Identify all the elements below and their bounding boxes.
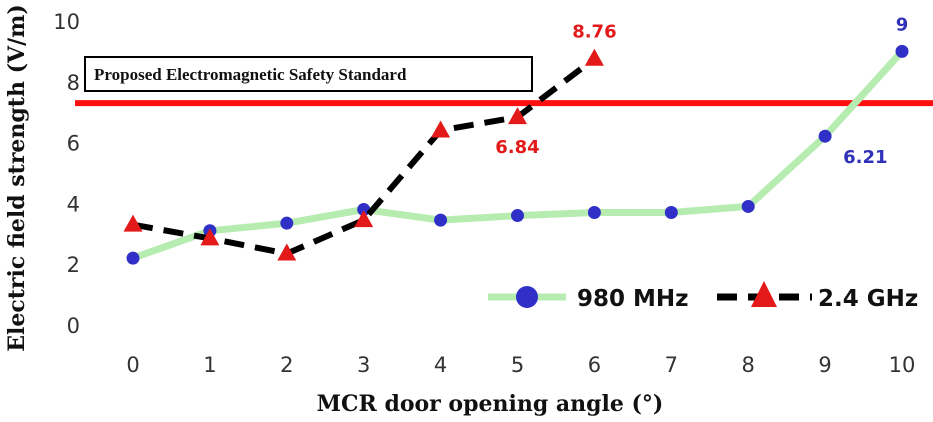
x-tick-label: 5 xyxy=(511,353,524,377)
y-axis-title: Electric field strength (V/m) xyxy=(4,4,30,352)
y-tick-label: 6 xyxy=(67,132,80,156)
x-tick-label: 1 xyxy=(203,353,216,377)
series-24ghz-point xyxy=(431,120,451,138)
legend-24ghz-label: 2.4 GHz xyxy=(818,286,918,312)
series-980mhz-point xyxy=(895,44,909,58)
y-tick-label: 10 xyxy=(53,10,80,34)
series-24ghz-point xyxy=(354,210,374,228)
y-tick-label: 2 xyxy=(67,253,80,277)
series-980mhz-point xyxy=(126,251,140,265)
x-tick-label: 10 xyxy=(889,353,916,377)
y-axis-ticks: 0 2 4 6 8 10 xyxy=(53,10,80,338)
series-24ghz-data-label: 6.84 xyxy=(495,137,539,158)
series-layer xyxy=(123,44,909,265)
series-24ghz-point xyxy=(277,243,297,261)
x-tick-label: 4 xyxy=(434,353,447,377)
series-24ghz-point xyxy=(200,228,220,246)
data-labels: 6.21 9 6.84 8.76 xyxy=(495,14,908,168)
series-980mhz-point xyxy=(741,199,755,213)
series-980mhz-point xyxy=(664,206,678,220)
reference-line: Proposed Electromagnetic Safety Standard xyxy=(75,56,933,107)
series-980mhz-data-label: 9 xyxy=(896,14,909,35)
series-980mhz-data-label: 6.21 xyxy=(843,147,887,168)
series-24ghz-point xyxy=(123,214,143,232)
series-24ghz-point xyxy=(584,48,604,66)
y-tick-label: 8 xyxy=(67,71,80,95)
x-tick-label: 2 xyxy=(280,353,293,377)
series-980mhz-point xyxy=(280,216,294,230)
legend: 980 MHz 2.4 GHz xyxy=(488,281,918,312)
series-980mhz-point xyxy=(434,213,448,227)
series-24ghz-data-label: 8.76 xyxy=(572,22,616,43)
legend-24ghz-marker xyxy=(751,281,777,307)
legend-980mhz-label: 980 MHz xyxy=(577,286,689,312)
series-24ghz-point xyxy=(508,107,527,125)
x-tick-label: 6 xyxy=(588,353,601,377)
series-980mhz-point xyxy=(818,129,832,143)
y-tick-label: 4 xyxy=(67,192,80,216)
x-tick-label: 0 xyxy=(126,353,139,377)
x-tick-label: 9 xyxy=(818,353,831,377)
legend-980mhz-marker xyxy=(516,286,538,308)
x-axis-title: MCR door opening angle (°) xyxy=(317,391,664,417)
safety-standard-label-box xyxy=(84,56,533,92)
series-980mhz-point xyxy=(511,209,524,223)
series-980mhz-point xyxy=(587,206,601,220)
safety-standard-label: Proposed Electromagnetic Safety Standard xyxy=(94,65,407,84)
x-axis-ticks: 0 1 2 3 4 5 6 7 8 9 10 xyxy=(126,353,915,377)
x-tick-label: 7 xyxy=(665,353,678,377)
x-tick-label: 8 xyxy=(742,353,755,377)
x-tick-label: 3 xyxy=(357,353,370,377)
y-tick-label: 0 xyxy=(67,314,80,338)
